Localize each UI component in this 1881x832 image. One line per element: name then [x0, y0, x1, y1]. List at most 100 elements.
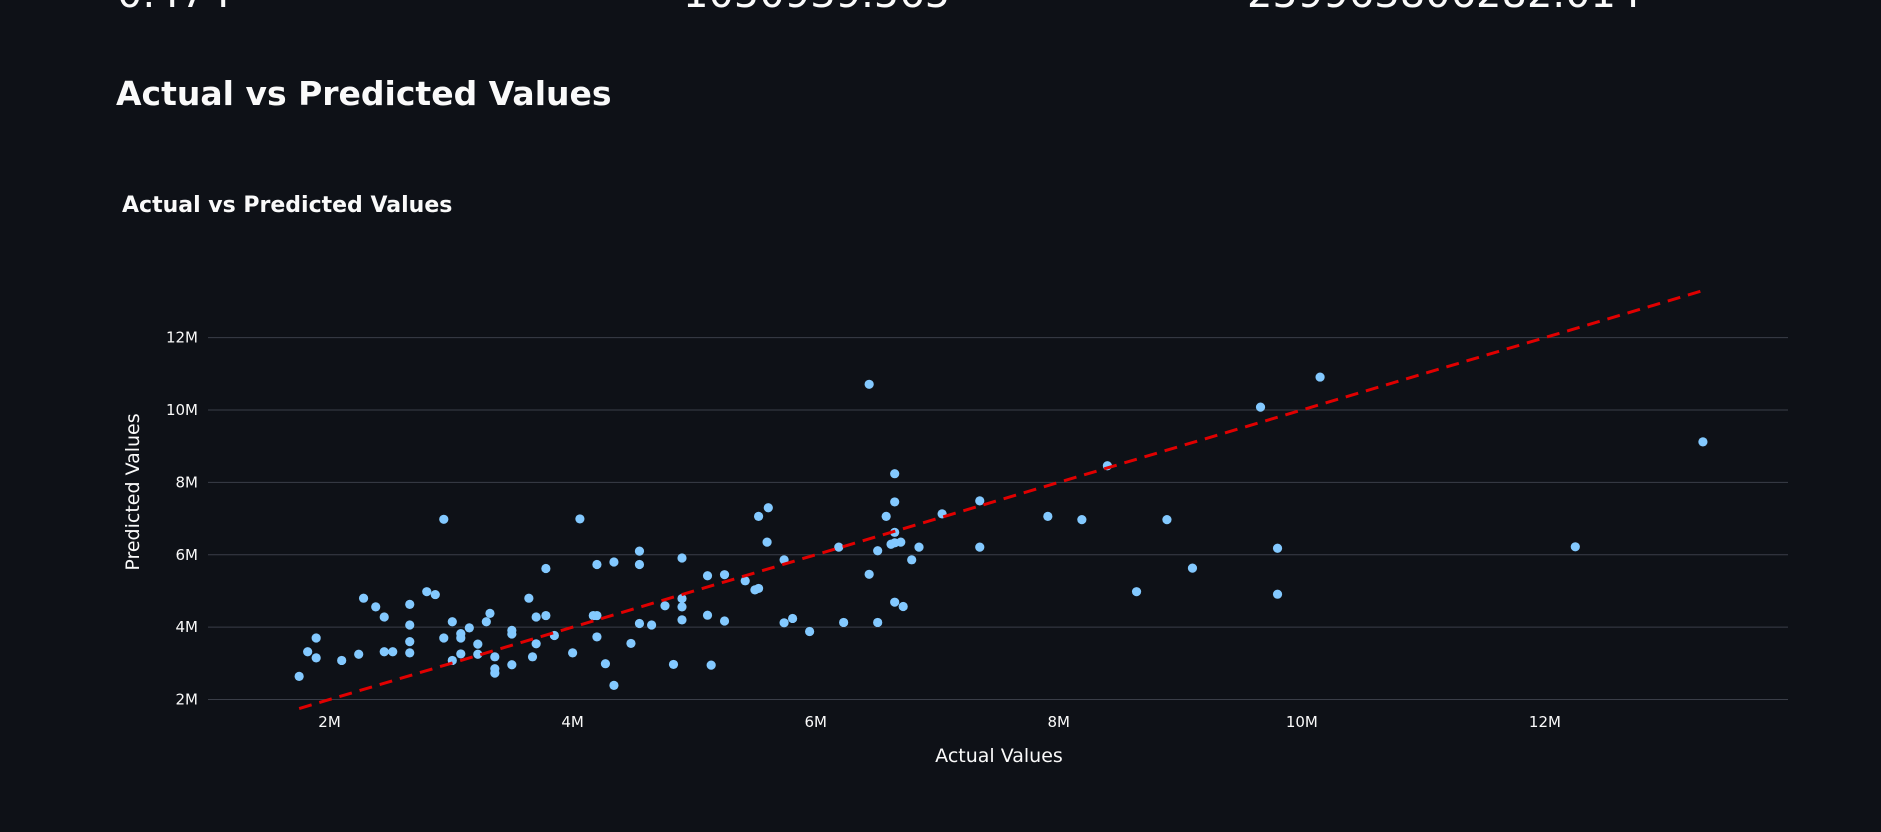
- data-point[interactable]: [788, 613, 798, 624]
- data-point[interactable]: [541, 563, 551, 574]
- data-point[interactable]: [1315, 372, 1325, 382]
- data-point[interactable]: [1272, 543, 1283, 553]
- data-point[interactable]: [890, 469, 900, 479]
- data-point[interactable]: [834, 542, 844, 552]
- data-point[interactable]: [405, 648, 415, 658]
- data-point[interactable]: [439, 633, 449, 643]
- data-point[interactable]: [677, 553, 687, 563]
- data-point[interactable]: [753, 583, 764, 594]
- data-point[interactable]: [575, 514, 585, 524]
- data-point[interactable]: [668, 659, 679, 670]
- data-point[interactable]: [873, 546, 883, 556]
- data-point[interactable]: [1131, 587, 1142, 597]
- data-point[interactable]: [531, 612, 541, 622]
- data-point[interactable]: [864, 379, 874, 389]
- data-point[interactable]: [779, 618, 789, 628]
- data-point[interactable]: [524, 593, 534, 603]
- data-point[interactable]: [660, 601, 670, 611]
- data-point[interactable]: [379, 612, 389, 622]
- data-point[interactable]: [873, 617, 883, 628]
- data-point[interactable]: [592, 610, 602, 621]
- data-point[interactable]: [456, 649, 466, 659]
- data-point[interactable]: [439, 514, 449, 524]
- data-point[interactable]: [354, 649, 364, 659]
- data-point[interactable]: [568, 648, 578, 658]
- data-point[interactable]: [609, 557, 619, 567]
- data-point[interactable]: [881, 511, 891, 521]
- data-point[interactable]: [485, 608, 495, 618]
- data-point[interactable]: [600, 659, 611, 669]
- data-point[interactable]: [890, 497, 900, 507]
- data-point[interactable]: [647, 620, 657, 630]
- data-point[interactable]: [1077, 515, 1087, 525]
- data-point[interactable]: [473, 649, 483, 659]
- data-point[interactable]: [311, 633, 321, 643]
- data-point[interactable]: [405, 599, 415, 609]
- data-point[interactable]: [481, 617, 491, 627]
- data-point[interactable]: [1272, 589, 1283, 599]
- data-point[interactable]: [890, 597, 900, 607]
- data-point[interactable]: [294, 671, 304, 681]
- data-point[interactable]: [762, 537, 772, 547]
- data-point[interactable]: [1698, 437, 1708, 447]
- data-point[interactable]: [507, 660, 517, 670]
- data-point[interactable]: [464, 623, 474, 633]
- data-point[interactable]: [405, 637, 415, 647]
- data-point[interactable]: [706, 660, 716, 670]
- data-point[interactable]: [1043, 511, 1053, 521]
- data-point[interactable]: [592, 632, 602, 642]
- data-point[interactable]: [719, 570, 730, 580]
- data-point[interactable]: [914, 542, 924, 552]
- data-point[interactable]: [531, 639, 541, 649]
- data-point[interactable]: [975, 542, 985, 552]
- data-point[interactable]: [677, 615, 687, 625]
- data-point[interactable]: [975, 496, 985, 506]
- data-point[interactable]: [839, 617, 849, 628]
- data-point[interactable]: [303, 647, 313, 657]
- data-point[interactable]: [634, 559, 645, 570]
- data-point[interactable]: [430, 589, 440, 600]
- data-point[interactable]: [677, 602, 687, 612]
- data-point[interactable]: [740, 576, 750, 586]
- data-point[interactable]: [371, 602, 381, 612]
- data-point[interactable]: [490, 652, 500, 662]
- data-point[interactable]: [898, 601, 908, 612]
- data-point[interactable]: [907, 555, 917, 565]
- data-point[interactable]: [753, 511, 764, 521]
- data-point[interactable]: [677, 593, 687, 604]
- data-point[interactable]: [507, 625, 517, 636]
- data-point[interactable]: [626, 638, 636, 649]
- data-point[interactable]: [634, 618, 645, 629]
- data-point[interactable]: [379, 647, 389, 657]
- data-point[interactable]: [358, 593, 369, 603]
- data-point[interactable]: [405, 620, 415, 630]
- data-point[interactable]: [763, 503, 773, 513]
- data-point[interactable]: [388, 647, 398, 657]
- data-point[interactable]: [447, 617, 457, 627]
- data-point[interactable]: [311, 653, 321, 663]
- data-point[interactable]: [609, 680, 619, 691]
- data-point[interactable]: [864, 569, 874, 579]
- data-point[interactable]: [896, 537, 906, 547]
- data-point[interactable]: [473, 639, 483, 649]
- data-point[interactable]: [634, 546, 645, 556]
- data-point[interactable]: [456, 633, 466, 643]
- data-point[interactable]: [592, 559, 602, 570]
- data-points: [294, 372, 1708, 691]
- data-point[interactable]: [490, 664, 500, 674]
- data-point[interactable]: [422, 587, 432, 597]
- data-point[interactable]: [702, 571, 713, 581]
- y-tick-label: 12M: [166, 329, 198, 347]
- data-point[interactable]: [541, 610, 551, 621]
- data-point[interactable]: [337, 655, 347, 666]
- data-point[interactable]: [1255, 402, 1266, 412]
- x-tick-label: 6M: [804, 713, 827, 731]
- data-point[interactable]: [1162, 515, 1172, 525]
- data-point[interactable]: [1187, 563, 1198, 573]
- data-point[interactable]: [1570, 542, 1580, 552]
- data-point[interactable]: [527, 652, 538, 662]
- data-point[interactable]: [719, 616, 730, 626]
- data-point[interactable]: [805, 626, 815, 637]
- data-point[interactable]: [702, 610, 713, 620]
